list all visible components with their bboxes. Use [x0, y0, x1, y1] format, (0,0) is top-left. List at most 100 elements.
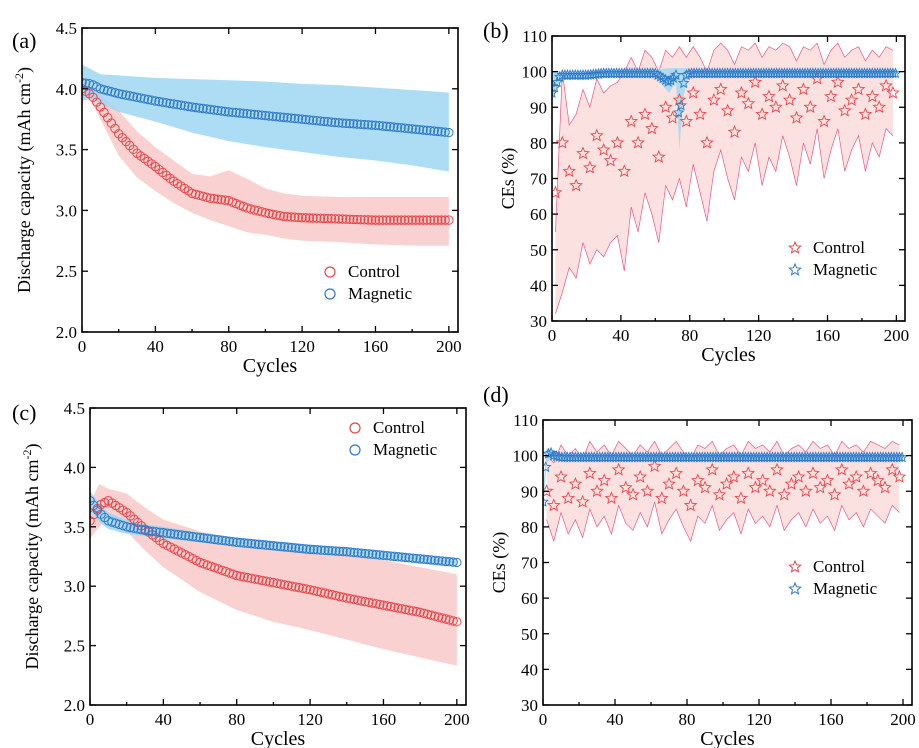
data-point-control: [378, 215, 388, 225]
y-tick-label: 2.0: [56, 323, 77, 342]
y-tick-label: 80: [530, 134, 547, 153]
data-point-control: [290, 212, 300, 222]
x-tick-label: 120: [746, 710, 772, 729]
data-point-control: [662, 476, 676, 490]
data-point-magnetic: [400, 552, 411, 563]
x-tick-label: 40: [147, 337, 164, 356]
chart-panel-3: 0 40 80 120 160 200 30 40 50 60 70 80 90 100 110 Cycles…: [483, 382, 916, 748]
data-point-magnetic: [121, 90, 131, 100]
axes-frame: [89, 407, 467, 706]
data-point-control: [419, 608, 429, 618]
data-point-magnetic: [334, 546, 345, 556]
data-point-control: [762, 484, 777, 498]
data-point-control: [301, 584, 312, 594]
data-point-control: [568, 476, 583, 490]
data-point-control: [294, 582, 304, 593]
data-point-control: [246, 573, 257, 584]
data-point-magnetic: [202, 104, 212, 114]
data-point-control: [334, 214, 344, 224]
panel-label: (a): [12, 28, 36, 53]
data-point-magnetic: [235, 108, 245, 118]
chart-panel-0: 0 40 80 120 160 200 2.0 2.5 3.0 3.5 4.0 4.5 Cycles Di…: [12, 19, 462, 377]
data-point-control: [803, 100, 818, 114]
data-point-magnetic: [320, 545, 330, 556]
data-point-control: [268, 209, 278, 219]
x-tick-label: 80: [681, 326, 698, 345]
data-point-magnetic: [677, 77, 690, 89]
data-point-control: [349, 594, 359, 605]
panel-label: (c): [12, 400, 36, 425]
y-tick-label: 3.0: [56, 201, 77, 220]
data-point-magnetic: [356, 119, 366, 130]
data-point-control: [576, 146, 590, 160]
data-point-magnetic: [283, 542, 293, 552]
data-point-magnetic: [418, 125, 428, 135]
y-tick-label: 40: [521, 660, 538, 679]
data-point-control: [312, 213, 322, 223]
data-point-control: [309, 585, 319, 596]
data-point-magnetic: [253, 110, 263, 120]
data-point-magnetic: [132, 524, 143, 534]
x-tick-label: 120: [289, 337, 315, 356]
data-point-control: [562, 164, 577, 178]
data-point-magnetic: [221, 536, 231, 546]
data-point-control: [330, 214, 340, 224]
data-point-control: [734, 85, 749, 99]
data-point-control: [392, 215, 403, 225]
data-point-magnetic: [393, 552, 403, 562]
y-tick-label: 90: [530, 98, 547, 117]
chart-panel-1: 0 40 80 120 160 200 30 40 50 60 70 80 90 100 110 Cycles…: [483, 18, 909, 366]
data-point-magnetic: [279, 542, 290, 552]
x-tick-label: 80: [220, 337, 237, 356]
data-point-control: [844, 92, 859, 106]
data-point-magnetic: [370, 120, 381, 130]
data-point-control: [342, 593, 352, 603]
data-point-control: [755, 473, 770, 487]
data-point-magnetic: [232, 537, 242, 547]
data-point-magnetic: [374, 120, 384, 131]
data-point-magnetic: [187, 102, 197, 112]
data-point-magnetic: [316, 545, 326, 555]
data-point-control: [400, 604, 411, 615]
data-point-control: [315, 213, 326, 224]
data-point-magnetic: [213, 535, 224, 545]
x-tick-label: 160: [363, 337, 389, 356]
data-point-control: [872, 100, 886, 114]
legend-label-magnetic: Magnetic: [348, 284, 413, 303]
data-point-magnetic: [312, 115, 322, 126]
data-point-control: [561, 491, 576, 505]
data-point-control: [713, 82, 728, 96]
data-point-control: [375, 599, 385, 610]
x-tick-label: 0: [86, 710, 95, 729]
data-point-magnetic: [82, 78, 91, 88]
data-point-control: [261, 576, 271, 586]
data-point-control: [382, 601, 392, 611]
data-point-magnetic: [426, 555, 436, 565]
data-point-magnetic: [411, 553, 422, 564]
data-point-control: [279, 211, 289, 222]
y-tick-label: 2.5: [64, 637, 85, 656]
data-point-magnetic: [360, 548, 370, 559]
data-point-control: [624, 114, 639, 128]
y-axis-label: Discharge capacity (mAh cm-2): [12, 67, 35, 293]
data-point-magnetic: [165, 98, 175, 109]
data-point-magnetic: [228, 537, 238, 547]
x-tick-label: 200: [884, 326, 910, 345]
data-point-control: [672, 92, 687, 106]
data-point-control: [436, 215, 447, 225]
data-point-magnetic: [385, 122, 395, 132]
data-point-control: [796, 82, 811, 96]
data-point-control: [437, 613, 447, 623]
y-tick-label: 90: [521, 482, 538, 501]
data-point-control: [408, 606, 418, 616]
data-point-magnetic: [210, 534, 220, 545]
plot-area: [552, 42, 902, 314]
data-point-magnetic: [670, 69, 682, 81]
data-point-magnetic: [305, 544, 315, 555]
data-point-control: [359, 215, 370, 225]
data-point-magnetic: [308, 115, 318, 125]
data-point-magnetic: [444, 127, 454, 138]
data-point-magnetic: [397, 552, 407, 562]
data-point-control: [633, 469, 648, 483]
data-point-control: [720, 103, 735, 117]
